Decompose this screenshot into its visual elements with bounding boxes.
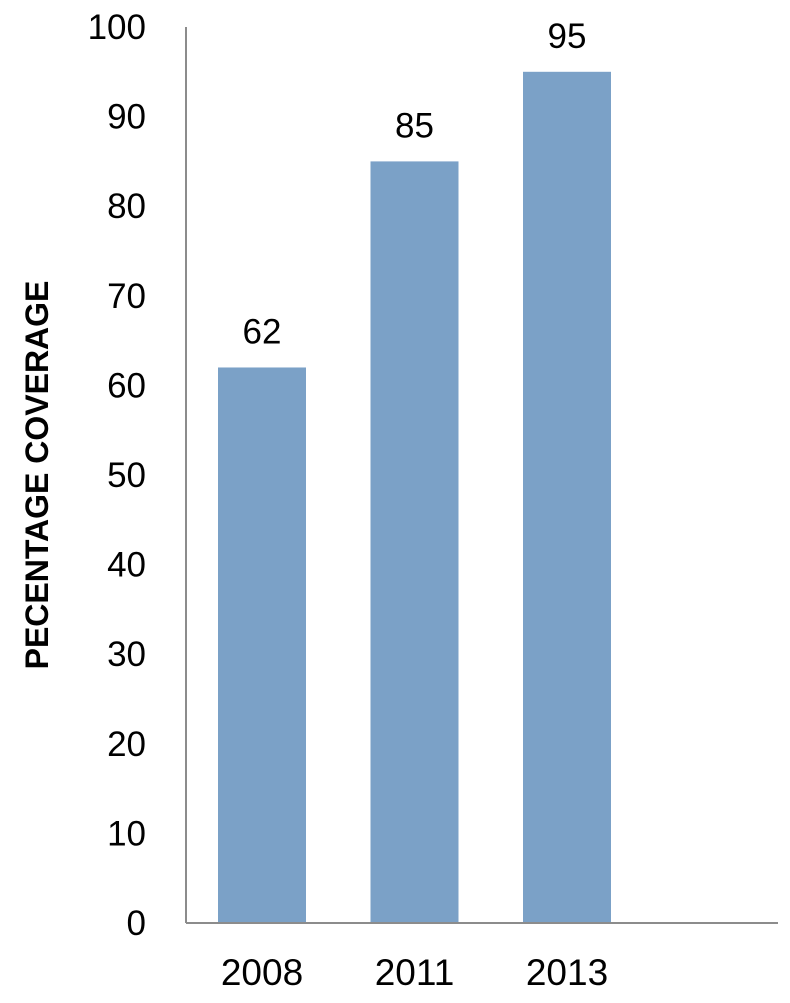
y-tick-label: 0: [127, 904, 146, 943]
data-labels: 62 85 95: [243, 17, 587, 352]
data-label-2013: 95: [548, 17, 587, 56]
x-tick-label: 2013: [526, 952, 608, 993]
x-tick-label: 2011: [375, 952, 455, 993]
data-label-2008: 62: [243, 312, 282, 351]
y-tick-label: 40: [107, 546, 146, 585]
x-tick-label: 2008: [221, 952, 303, 993]
data-label-2011: 85: [395, 106, 434, 145]
y-tick-label: 20: [107, 725, 146, 764]
y-tick-label: 100: [88, 8, 146, 47]
bars: [218, 71, 611, 924]
x-axis-labels: 2008 2011 2013: [221, 952, 608, 993]
y-tick-label: 60: [107, 366, 146, 405]
y-axis-ticks: 0 10 20 30 40 50 60 70 80 90 100: [88, 8, 146, 943]
y-tick-label: 30: [107, 635, 146, 674]
y-tick-label: 50: [107, 456, 146, 495]
y-axis-title: PECENTAGE COVERAGE: [19, 281, 55, 670]
bar-2013: [523, 71, 611, 924]
y-tick-label: 10: [107, 814, 146, 853]
y-tick-label: 80: [107, 187, 146, 226]
bar-2008: [218, 367, 306, 924]
y-tick-label: 70: [107, 277, 146, 316]
bar-2011: [370, 161, 459, 923]
y-tick-label: 90: [107, 98, 146, 137]
